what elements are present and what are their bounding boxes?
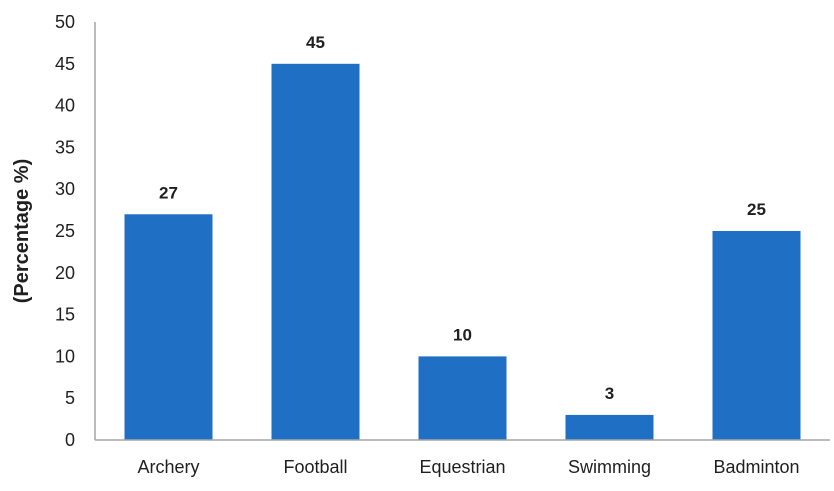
- data-label-badminton: 25: [747, 200, 766, 219]
- x-tick-label-football: Football: [283, 457, 347, 477]
- data-labels: 27 45 10 3 25: [159, 33, 766, 403]
- y-tick-label: 15: [55, 305, 75, 325]
- y-tick-label: 45: [55, 54, 75, 74]
- x-axis-labels: Archery Football Equestrian Swimming Badmint…: [137, 457, 799, 477]
- y-tick-label: 25: [55, 221, 75, 241]
- y-tick-label: 50: [55, 12, 75, 32]
- x-tick-label-equestrian: Equestrian: [419, 457, 505, 477]
- y-tick-label: 10: [55, 346, 75, 366]
- y-tick-label: 40: [55, 96, 75, 116]
- y-tick-label: 35: [55, 137, 75, 157]
- y-tick-label: 0: [65, 430, 75, 450]
- bars: [124, 63, 801, 441]
- x-tick-label-swimming: Swimming: [568, 457, 651, 477]
- x-tick-label-badminton: Badminton: [713, 457, 799, 477]
- data-label-swimming: 3: [605, 384, 614, 403]
- bar-equestrian: [418, 356, 507, 440]
- y-tick-label: 20: [55, 263, 75, 283]
- data-label-equestrian: 10: [453, 325, 472, 344]
- bar-swimming: [565, 414, 654, 440]
- y-tick-label: 30: [55, 179, 75, 199]
- y-axis-title: (Percentage %): [11, 159, 33, 304]
- bar-archery: [124, 214, 213, 440]
- bar-football: [271, 63, 360, 441]
- y-axis-ticks: 0 5 10 15 20 25 30 35 40 45 50: [55, 12, 75, 450]
- data-label-archery: 27: [159, 183, 178, 202]
- y-tick-label: 5: [65, 388, 75, 408]
- x-tick-label-archery: Archery: [137, 457, 199, 477]
- data-label-football: 45: [306, 33, 325, 52]
- bar-badminton: [712, 231, 801, 440]
